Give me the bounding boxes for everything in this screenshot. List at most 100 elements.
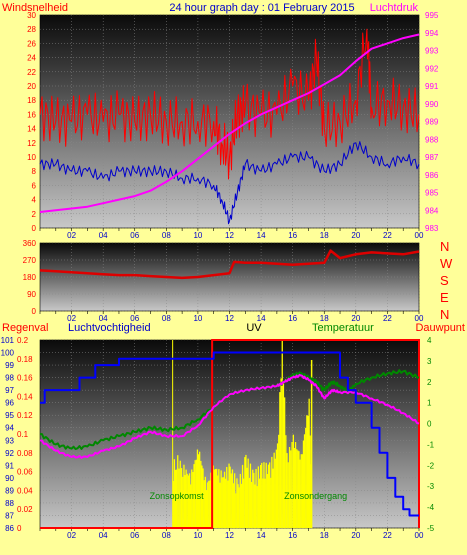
uv-bar <box>294 442 297 528</box>
dewpoint-series-line <box>39 373 420 459</box>
wind-y-tick-label: 30 <box>27 11 36 20</box>
uv-bar <box>174 469 177 528</box>
wind-y-tick-label: 8 <box>32 167 37 176</box>
x-tick-label: 22 <box>383 231 392 240</box>
wind-direction-series-line <box>39 249 420 280</box>
wind-y-tick-label: 0 <box>32 224 37 233</box>
uv-bar <box>197 454 200 528</box>
rain-accumulation-line <box>40 339 420 529</box>
sunset-label: Zonsondergang <box>284 491 347 501</box>
x-tick-label: 18 <box>320 314 329 323</box>
temperature-y-tick-label: -2 <box>427 461 435 470</box>
x-tick-label: 04 <box>99 531 108 540</box>
pressure-y-tick-label: 986 <box>425 171 439 180</box>
x-tick-label: 08 <box>162 314 171 323</box>
uv-bar <box>229 466 231 528</box>
x-tick-label: 00 <box>415 231 424 240</box>
x-tick-label: 20 <box>351 314 360 323</box>
uv-bar <box>282 383 285 528</box>
x-tick-label: 04 <box>99 314 108 323</box>
uv-bar <box>275 449 277 528</box>
humidity-y-tick-label: 96 <box>5 399 14 408</box>
uv-bar <box>261 462 263 528</box>
wind-average-series-line <box>39 141 420 225</box>
pressure-y-tick-label: 992 <box>425 64 439 73</box>
uv-bar <box>253 472 255 528</box>
temperature-y-tick-label: 4 <box>427 336 432 345</box>
uv-bar <box>245 454 247 528</box>
uv-bar <box>258 478 261 528</box>
wind-axis-label: Windsnelheid <box>2 2 68 14</box>
uv-bar <box>185 469 187 528</box>
uv-bar <box>299 459 301 528</box>
uv-bar <box>296 449 298 528</box>
uv-bar <box>231 469 234 528</box>
pressure-axis-label: Luchtdruk <box>370 2 419 14</box>
pressure-y-tick-label: 989 <box>425 118 439 127</box>
rain-axis-label: Regenval <box>2 322 48 334</box>
uv-bar <box>172 481 174 528</box>
uv-bar <box>192 472 194 528</box>
uv-bar <box>234 473 236 528</box>
compass-letter: N <box>440 239 449 254</box>
uv-bar <box>247 458 249 528</box>
uv-bar <box>183 464 185 528</box>
x-tick-label: 22 <box>383 531 392 540</box>
uv-bar <box>187 475 190 528</box>
uv-bar <box>236 478 238 528</box>
wind-y-tick-label: 16 <box>27 110 36 119</box>
uv-bar <box>221 477 223 528</box>
x-tick-label: 10 <box>193 231 202 240</box>
compass-letter: S <box>440 273 449 288</box>
x-tick-label: 02 <box>67 314 76 323</box>
uv-bar <box>199 451 201 528</box>
x-tick-label: 00 <box>415 531 424 540</box>
x-tick-label: 18 <box>320 531 329 540</box>
humidity-y-tick-label: 101 <box>1 336 15 345</box>
uv-bar <box>249 463 252 528</box>
uv-axis-label: UV <box>246 322 262 334</box>
dewpoint-axis-label: Dauwpunt <box>415 322 465 334</box>
uv-bar <box>274 458 276 528</box>
uv-bar <box>188 473 191 528</box>
uv-bar <box>203 480 205 528</box>
uv-bar <box>250 482 253 528</box>
humidity-series-line <box>40 351 419 517</box>
compass-letter: E <box>440 290 449 305</box>
uv-bar <box>284 397 286 528</box>
uv-bar <box>205 490 208 528</box>
uv-bar <box>248 477 250 528</box>
temperature-axis-label: Temperatuur <box>312 322 374 334</box>
uv-bar <box>212 465 214 528</box>
x-tick-label: 12 <box>225 231 234 240</box>
rain-y-tick-label: 0.12 <box>17 411 33 420</box>
wind-y-tick-label: 20 <box>27 82 36 91</box>
pressure-y-tick-label: 988 <box>425 135 439 144</box>
uv-bar <box>232 483 235 528</box>
uv-bar <box>216 468 218 528</box>
uv-bar <box>288 447 291 528</box>
uv-bar <box>262 478 264 528</box>
uv-bar <box>194 460 196 528</box>
wind-y-tick-label: 26 <box>27 39 36 48</box>
humidity-axis-label: Luchtvochtigheid <box>68 322 151 334</box>
uv-bar <box>230 473 232 528</box>
wind-y-tick-label: 18 <box>27 96 36 105</box>
uv-bar <box>219 482 221 528</box>
x-tick-label: 06 <box>130 531 139 540</box>
temperature-y-tick-label: 0 <box>427 420 432 429</box>
x-tick-label: 12 <box>225 314 234 323</box>
humidity-y-tick-label: 86 <box>5 524 14 533</box>
uv-bar <box>244 457 246 528</box>
uv-bar <box>227 480 229 528</box>
uv-bar <box>293 448 296 528</box>
rain-y-tick-label: 0.02 <box>17 505 33 514</box>
uv-bar <box>306 415 308 528</box>
humidity-y-tick-label: 90 <box>5 474 14 483</box>
uv-bar <box>222 477 224 528</box>
panel-border <box>39 14 420 229</box>
humidity-y-tick-label: 89 <box>5 486 14 495</box>
uv-bar <box>246 467 248 528</box>
panel-border <box>39 242 420 312</box>
wind-y-tick-label: 6 <box>32 181 37 190</box>
